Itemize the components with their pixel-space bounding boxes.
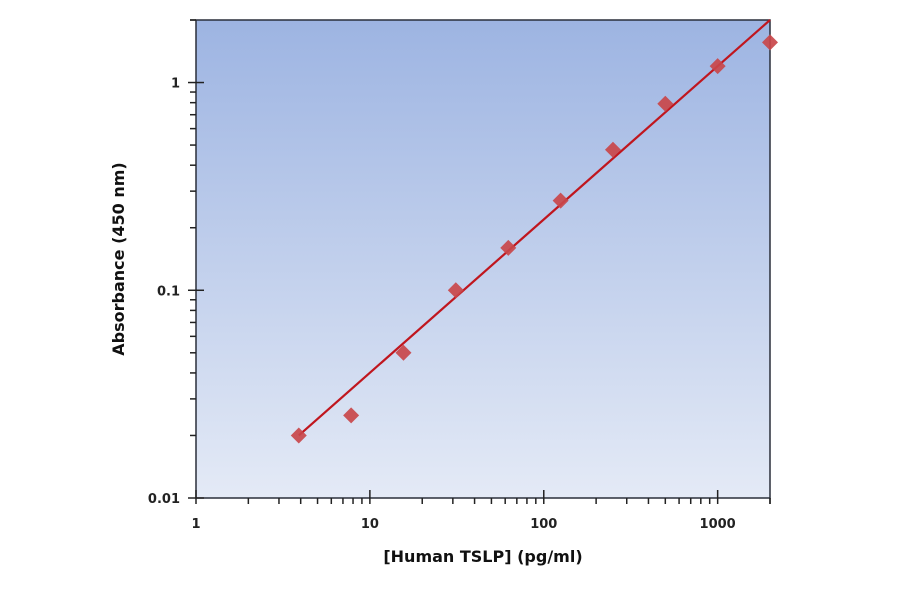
- y-tick-label: 0.01: [148, 492, 180, 507]
- data-point-marker: [500, 239, 517, 256]
- data-point-marker: [604, 141, 621, 158]
- data-point-marker: [709, 58, 726, 75]
- data-point-marker: [290, 427, 307, 444]
- data-point-marker: [447, 282, 464, 299]
- data-points: [290, 34, 778, 444]
- y-axis-title: Absorbance (450 nm): [109, 162, 128, 355]
- x-tick-label: 10: [361, 517, 379, 532]
- data-point-marker: [395, 344, 412, 361]
- data-point-marker: [552, 192, 569, 209]
- data-point-marker: [762, 34, 778, 51]
- x-tick-label: 1000: [700, 517, 736, 532]
- x-axis-title: [Human TSLP] (pg/ml): [383, 547, 582, 566]
- axes: 1 10 100 1000 0.01 0.1 1: [148, 19, 771, 532]
- fit-line: [298, 19, 771, 437]
- y-tick-label: 1: [171, 77, 180, 92]
- data-point-marker: [657, 95, 674, 112]
- x-tick-label: 1: [191, 517, 200, 532]
- x-tick-label: 100: [530, 517, 557, 532]
- data-point-marker: [343, 407, 360, 424]
- plot-area: [195, 19, 771, 499]
- y-tick-label: 0.1: [157, 284, 180, 299]
